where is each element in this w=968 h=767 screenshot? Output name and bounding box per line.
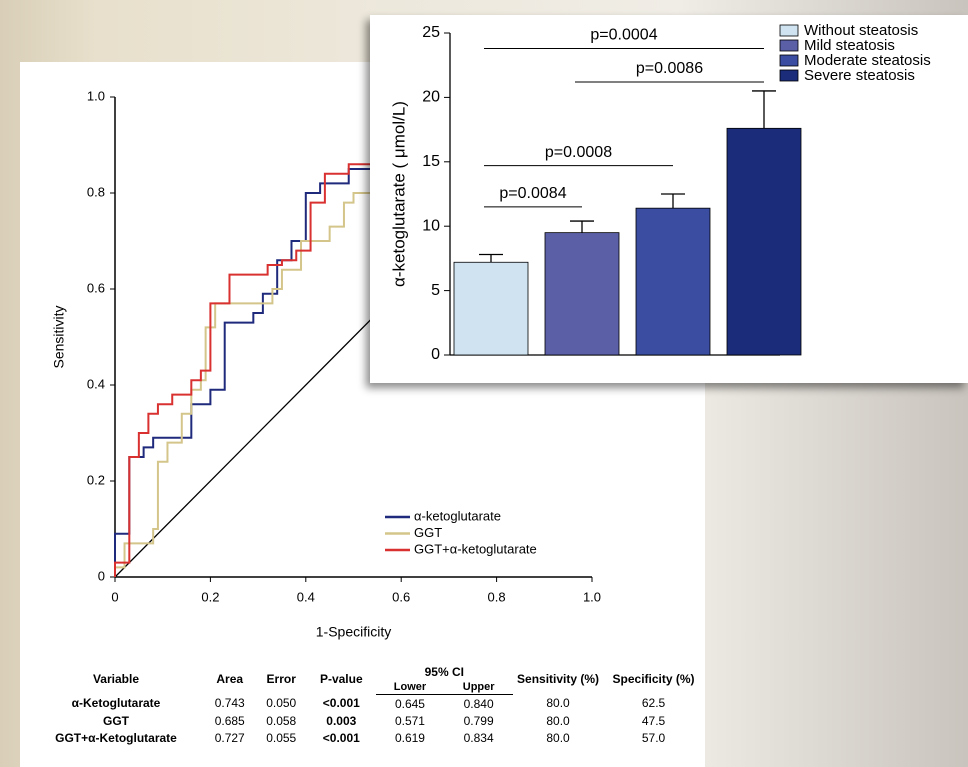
table-cell: GGT	[102, 713, 129, 728]
table-row: GGT+α-Ketoglutarate 0.727 0.055 <0.001 0.619…	[28, 729, 704, 746]
table-body: α-Ketoglutarate 0.743 0.050 <0.001 0.645 0.84…	[28, 695, 704, 747]
y-tick-label: 0.6	[87, 280, 105, 295]
x-tick-label: 0.2	[201, 589, 219, 604]
table-cell: 0.834	[463, 730, 494, 745]
y-tick-label: 0.2	[87, 472, 105, 487]
y-axis-label: Sensitivity	[51, 305, 67, 368]
table-cell: 0.003	[326, 713, 357, 728]
y-axis-label: α-ketoglutarate ( μmol/L)	[389, 101, 408, 287]
table-cell: 80.0	[546, 730, 570, 745]
bar	[453, 261, 529, 356]
y-tick-label: 25	[422, 24, 440, 41]
bar-chart: 0 5 10 15 20 25 α-ketoglutarate ( μmol/L) Witho…	[370, 15, 968, 383]
table-cell: 0.571	[394, 713, 425, 728]
table-cell: 80.0	[546, 696, 570, 711]
header: 95% CI	[424, 665, 464, 679]
x-tick-label: 0.8	[488, 589, 506, 604]
table-cell: 0.619	[394, 730, 425, 745]
legend-label: Mild steatosis	[804, 37, 895, 54]
y-tick-label: 0.8	[87, 184, 105, 199]
legend-label: α-ketoglutarate	[414, 508, 501, 523]
legend-label: GGT	[414, 525, 442, 540]
table-cell: 0.055	[266, 730, 297, 745]
table-cell: 0.727	[214, 730, 245, 745]
results-table: Variable Area Error P-value 95% CI Sensi…	[28, 664, 704, 746]
table-cell: <0.001	[322, 696, 360, 711]
header: Upper	[444, 680, 513, 695]
table-row: GGT 0.685 0.058 0.003 0.571 0.799 80.0 47.5	[28, 712, 704, 729]
roc-curve	[114, 163, 373, 577]
legend-swatch	[779, 39, 799, 52]
table-cell: 0.840	[463, 696, 494, 711]
x-axis-label: 1-Specificity	[316, 624, 391, 640]
table-cell: 62.5	[641, 696, 666, 711]
legend-swatch	[779, 69, 799, 82]
header: Sensitivity (%)	[517, 672, 600, 687]
p-value-label: p=0.0084	[499, 185, 566, 202]
table-cell: 0.645	[394, 696, 425, 711]
table-cell: 80.0	[546, 713, 570, 728]
table-cell: 0.685	[214, 713, 245, 728]
y-tick-label: 15	[422, 153, 440, 170]
table-cell: 0.058	[266, 713, 297, 728]
y-tick-label: 0.4	[87, 376, 105, 391]
x-tick-label: 0	[111, 589, 118, 604]
bar	[544, 232, 620, 356]
y-tick-label: 1.0	[87, 88, 105, 103]
y-tick-label: 10	[422, 217, 440, 234]
table-cell: <0.001	[322, 730, 360, 745]
y-tick-label: 0	[431, 346, 440, 363]
x-tick-label: 0.4	[297, 589, 315, 604]
y-tick-label: 5	[431, 282, 440, 299]
header: Variable	[92, 672, 139, 687]
p-value-label: p=0.0004	[590, 27, 657, 44]
roc-curve	[114, 192, 373, 577]
header: Specificity (%)	[612, 672, 695, 687]
y-tick-label: 20	[422, 89, 440, 106]
bar	[635, 207, 711, 356]
roc-curve	[114, 168, 378, 577]
header: Error	[266, 672, 296, 687]
table-cell: GGT+α-Ketoglutarate	[55, 730, 177, 745]
table-cell: α-Ketoglutarate	[71, 696, 161, 711]
table-cell: 0.799	[463, 713, 494, 728]
bar	[726, 127, 802, 356]
y-tick-label: 0	[98, 568, 105, 583]
legend-swatch	[779, 54, 799, 67]
legend-swatch	[779, 24, 799, 37]
header: P-value	[319, 672, 363, 687]
legend-label: GGT+α-ketoglutarate	[414, 541, 537, 556]
p-value-label: p=0.0086	[636, 60, 703, 77]
x-tick-label: 0.6	[392, 589, 410, 604]
p-value-label: p=0.0008	[545, 144, 612, 161]
table-cell: 0.743	[214, 696, 245, 711]
header: Lower	[375, 680, 445, 695]
table-row: α-Ketoglutarate 0.743 0.050 <0.001 0.645 0.84…	[28, 695, 704, 713]
header: Area	[216, 672, 244, 687]
legend-label: Moderate steatosis	[804, 52, 931, 69]
legend-label: Without steatosis	[804, 22, 918, 39]
table-cell: 0.050	[266, 696, 297, 711]
table-cell: 57.0	[641, 730, 666, 745]
legend-label: Severe steatosis	[804, 67, 915, 84]
table-cell: 47.5	[641, 713, 666, 728]
x-tick-label: 1.0	[583, 589, 601, 604]
